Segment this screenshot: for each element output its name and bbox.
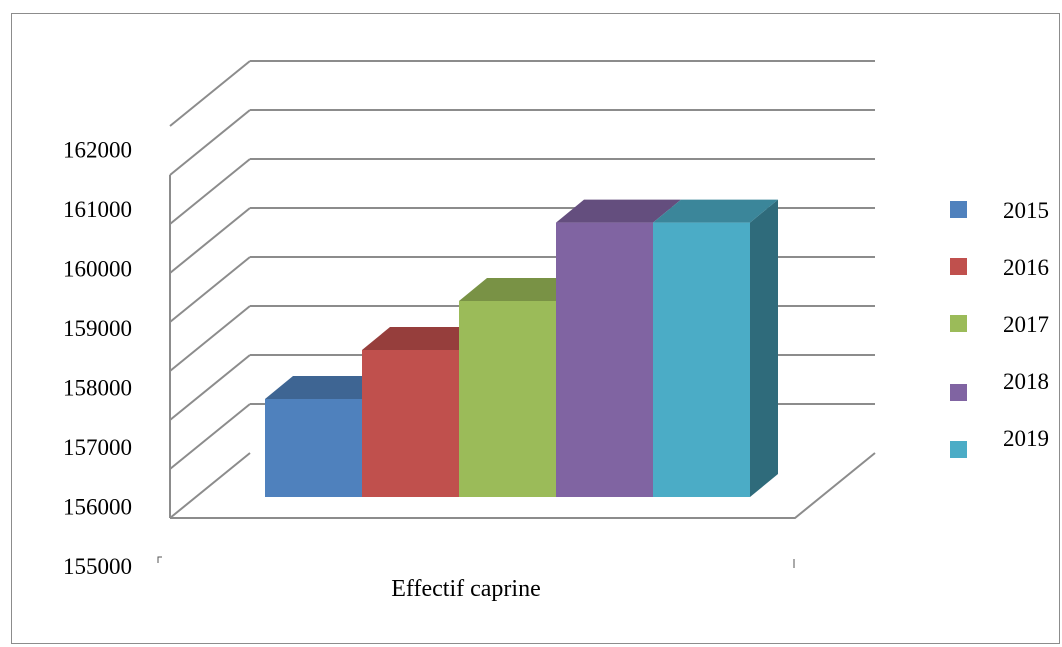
legend-swatch-2018 — [950, 384, 967, 401]
bar-front-2017 — [459, 301, 556, 497]
legend-swatch-2019 — [950, 441, 967, 458]
legend-label-2017: 2017 — [1003, 312, 1049, 337]
gridline-side — [169, 305, 251, 372]
legend-item-2017: 2017 — [950, 312, 1049, 337]
bar-top-2019 — [653, 199, 778, 223]
y-tick-label: 161000 — [63, 197, 132, 222]
x-axis: Effectif caprine — [157, 556, 795, 602]
x-tick-left — [157, 556, 162, 563]
bar-front-2018 — [556, 222, 653, 497]
legend-label-2015: 2015 — [1003, 198, 1049, 223]
bar-front-2015 — [265, 399, 362, 497]
gridline-side — [169, 207, 251, 274]
legend-swatch-2015 — [950, 201, 967, 218]
floor — [169, 175, 876, 519]
legend-swatch-2016 — [950, 258, 967, 275]
bar-top-2018 — [556, 199, 681, 223]
floor-outline — [169, 452, 876, 519]
bar-top-2017 — [459, 278, 584, 301]
bar-side-2019 — [750, 199, 778, 497]
legend-swatch-2017 — [950, 315, 967, 332]
legend-item-2015: 2015 — [950, 198, 1049, 223]
y-tick-label: 159000 — [63, 316, 132, 341]
legend-label-2019: 2019 — [1003, 426, 1049, 451]
y-axis: 162000 161000 160000 159000 158000 157000 1560… — [63, 138, 132, 580]
gridline-side — [169, 354, 251, 421]
bar-2016 — [362, 327, 487, 497]
legend-label-2018: 2018 — [1003, 369, 1049, 394]
legend-item-2016: 2016 — [950, 255, 1049, 280]
bar-2018 — [556, 199, 681, 497]
gridline-side — [169, 109, 251, 176]
bar-top-2015 — [265, 376, 390, 399]
legend-item-2019: 2019 — [950, 426, 1049, 458]
bar-2015 — [265, 376, 390, 497]
bars — [265, 199, 778, 497]
y-tick-label: 160000 — [63, 257, 132, 282]
bar-2019 — [653, 199, 778, 497]
y-tick-label: 156000 — [63, 495, 132, 520]
gridline-side — [169, 403, 251, 470]
bar-front-2016 — [362, 350, 459, 497]
legend-label-2016: 2016 — [1003, 255, 1049, 280]
legend-item-2018: 2018 — [950, 369, 1049, 401]
bar-top-2016 — [362, 327, 487, 350]
x-axis-label: Effectif caprine — [391, 576, 540, 602]
bar-2017 — [459, 278, 584, 497]
gridline-side — [169, 256, 251, 323]
legend: 2015 2016 2017 2018 2019 — [950, 198, 1049, 458]
bar-front-2019 — [653, 222, 750, 497]
gridline-side — [169, 60, 251, 127]
y-tick-label: 162000 — [63, 138, 132, 163]
y-tick-label: 155000 — [63, 554, 132, 579]
gridline-side — [169, 158, 251, 225]
y-tick-label: 158000 — [63, 376, 132, 401]
y-tick-label: 157000 — [63, 435, 132, 460]
